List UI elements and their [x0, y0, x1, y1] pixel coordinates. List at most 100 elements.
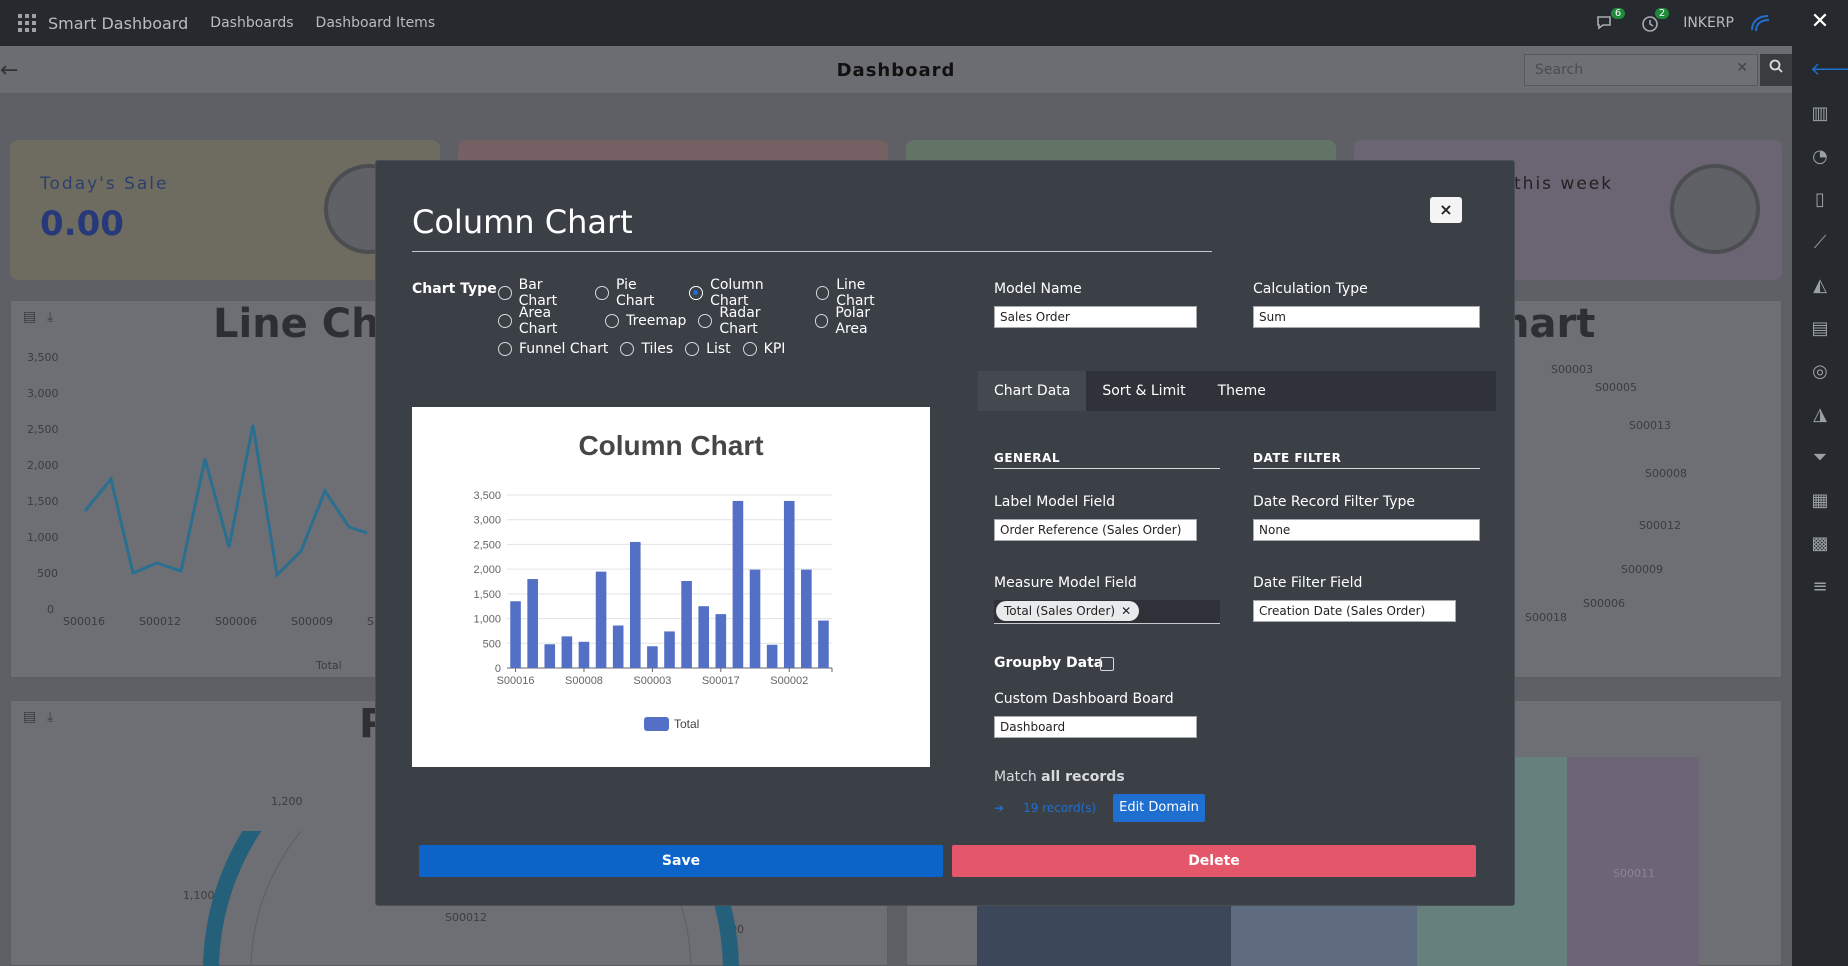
nav-dashboards[interactable]: Dashboards [210, 15, 294, 31]
y-tick: 3,000 [27, 387, 59, 400]
radio-kpi[interactable]: KPI [742, 341, 785, 357]
y-tick: 500 [37, 567, 58, 580]
back-arrow-icon[interactable]: ← [0, 58, 19, 83]
bar [510, 601, 521, 668]
bar [647, 646, 658, 668]
groupby-checkbox[interactable] [1100, 657, 1114, 671]
label-model-field-select[interactable]: Order Reference (Sales Order) [994, 519, 1197, 541]
download-icon[interactable]: ⤓ [47, 709, 54, 725]
y-tick-label: 500 [483, 638, 501, 650]
y-tick: 1,000 [27, 531, 59, 544]
nav-dashboard-items[interactable]: Dashboard Items [315, 15, 436, 31]
columns-icon[interactable]: ▯ [1815, 189, 1825, 210]
trend-up-icon [1670, 164, 1760, 254]
right-sidebar: ✕ 🡐 ▥ ◔ ▯ ⟋ ◭ ▤ ◎ ◮ ⏷ ▦ ▩ ≡ [1792, 0, 1848, 966]
bar [801, 569, 812, 668]
radio-tiles[interactable]: Tiles [620, 341, 673, 357]
list-icon[interactable]: ≡ [1812, 576, 1828, 597]
bar [818, 620, 829, 668]
x-tick-label: S00003 [633, 675, 671, 687]
radio-radar-chart[interactable]: Radar Chart [698, 305, 802, 337]
polar-label: 1,200 [271, 795, 303, 808]
calculation-type-select[interactable]: Sum [1253, 306, 1480, 328]
radio-list[interactable]: List [685, 341, 731, 357]
remove-tag-icon[interactable]: ✕ [1121, 604, 1132, 618]
x-tick-label: S00017 [702, 675, 740, 687]
mountain-chart-icon[interactable]: ◮ [1813, 404, 1827, 425]
radio-bar-chart[interactable]: Bar Chart [498, 277, 583, 309]
area-chart-icon[interactable]: ◭ [1813, 275, 1827, 296]
bar-chart-icon[interactable]: ▥ [1811, 103, 1829, 124]
company-name[interactable]: INKERP [1683, 15, 1734, 31]
panel-title: hart [1501, 301, 1596, 347]
close-icon[interactable]: ✕ [1810, 9, 1830, 34]
kpi-icon[interactable]: ▩ [1811, 533, 1829, 554]
tab-sort-limit[interactable]: Sort & Limit [1102, 383, 1186, 399]
arrow-left-icon[interactable]: 🡐 [1810, 59, 1848, 80]
user-avatar-icon[interactable] [1748, 12, 1770, 34]
tab-theme[interactable]: Theme [1217, 383, 1266, 399]
search-input[interactable]: Search [1524, 54, 1758, 86]
match-prefix: Match [994, 769, 1042, 785]
date-filter-field-select[interactable]: Creation Date (Sales Order) [1253, 600, 1456, 622]
general-heading: GENERAL [994, 451, 1220, 469]
radio-pie-chart[interactable]: Pie Chart [595, 277, 677, 309]
date-record-filter-type-select[interactable]: None [1253, 519, 1480, 541]
target-icon[interactable]: ◎ [1812, 361, 1828, 382]
edit-domain-button[interactable]: Edit Domain [1113, 794, 1205, 822]
records-link[interactable]: ➔ 19 record(s) [994, 801, 1096, 815]
document-icon[interactable]: ▤ [23, 309, 37, 325]
activity-clock-icon[interactable]: 2 [1639, 8, 1670, 34]
custom-dashboard-board-select[interactable]: Dashboard [994, 716, 1197, 738]
radar-label: S00018 [1525, 611, 1567, 624]
radio-line-chart[interactable]: Line Chart [815, 277, 906, 309]
model-name-label: Model Name [994, 281, 1082, 297]
save-button[interactable]: Save [419, 845, 943, 877]
funnel-icon[interactable]: ⏷ [1812, 447, 1828, 468]
radio-polar-area[interactable]: Polar Area [814, 305, 906, 337]
bar [766, 644, 778, 668]
measure-tag: Total (Sales Order) ✕ [996, 601, 1140, 621]
chart-type-radio-group: Bar Chart Pie Chart Column Chart Line Ch… [498, 277, 918, 363]
kpi-label: Today's Sale [40, 174, 169, 194]
document-icon[interactable]: ▤ [23, 709, 37, 725]
chat-icon[interactable]: 6 [1595, 8, 1626, 34]
download-icon[interactable]: ⤓ [47, 309, 54, 325]
y-tick-label: 2,000 [473, 564, 501, 576]
close-button[interactable]: × [1430, 197, 1462, 223]
map-icon[interactable]: ▤ [1811, 318, 1829, 339]
y-tick-label: 1,000 [473, 614, 501, 626]
radio-treemap[interactable]: Treemap [605, 313, 686, 329]
tiles-icon[interactable]: ▦ [1811, 490, 1829, 511]
radar-label: S00009 [1621, 563, 1663, 576]
x-tick-label: S00008 [565, 675, 603, 687]
app-brand[interactable]: Smart Dashboard [48, 13, 189, 33]
column-chart-svg: Column Chart 0 500 1,000 1,500 2,000 2,500 3,00… [473, 430, 833, 731]
radio-funnel-chart[interactable]: Funnel Chart [498, 341, 608, 357]
measure-model-field-input[interactable]: Total (Sales Order) ✕ [994, 600, 1220, 624]
bar [698, 606, 710, 668]
radar-label: S00003 [1551, 363, 1593, 376]
chart-title-input[interactable]: Column Chart [412, 203, 1212, 252]
match-text: Match all records [994, 769, 1125, 785]
bar [544, 644, 556, 668]
line-chart-icon[interactable]: ⟋ [1813, 232, 1827, 253]
treemap-cell: S00011 [1567, 757, 1699, 966]
match-bold: all records [1041, 769, 1125, 785]
clear-search-icon[interactable]: ✕ [1736, 60, 1748, 76]
x-tick-label: S00016 [497, 675, 535, 687]
delete-button[interactable]: Delete [952, 845, 1476, 877]
model-name-field[interactable]: Sales Order [994, 306, 1197, 328]
pie-chart-icon[interactable]: ◔ [1812, 146, 1828, 167]
y-tick-label: 2,500 [473, 539, 501, 551]
radar-label: S00008 [1645, 467, 1687, 480]
radio-area-chart[interactable]: Area Chart [498, 305, 593, 337]
polar-label: S00012 [445, 911, 487, 924]
search-button[interactable] [1760, 54, 1792, 86]
top-navbar: Smart Dashboard Dashboards Dashboard Ite… [0, 0, 1792, 46]
kpi-card-todays-sale: Today's Sale 0.00 [10, 140, 440, 280]
tab-chart-data[interactable]: Chart Data [978, 371, 1087, 411]
bar [715, 614, 727, 668]
radio-column-chart[interactable]: Column Chart [689, 277, 803, 309]
apps-grid-icon[interactable] [18, 14, 36, 32]
